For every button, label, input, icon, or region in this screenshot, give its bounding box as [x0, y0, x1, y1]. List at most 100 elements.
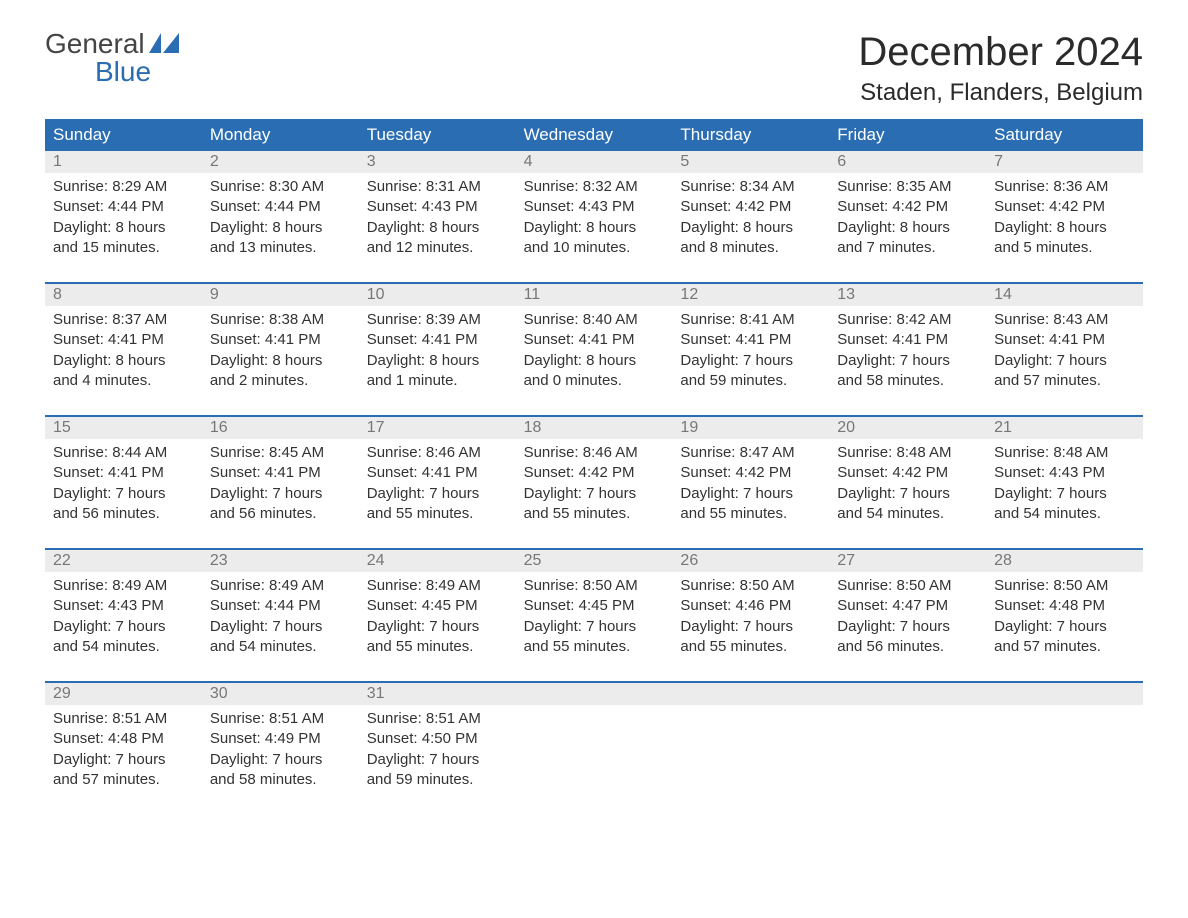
- day-cell: [986, 705, 1143, 814]
- day-cell: Sunrise: 8:45 AMSunset: 4:41 PMDaylight:…: [202, 439, 359, 548]
- day-number: 19: [672, 417, 829, 439]
- weekday-header: Tuesday: [359, 119, 516, 151]
- day-number: 28: [986, 550, 1143, 572]
- sunset-line: Sunset: 4:41 PM: [53, 463, 194, 483]
- day-cell: Sunrise: 8:50 AMSunset: 4:47 PMDaylight:…: [829, 572, 986, 681]
- sunrise-line: Sunrise: 8:34 AM: [680, 177, 821, 197]
- day-number: 8: [45, 284, 202, 306]
- daylight-line: Daylight: 7 hours and 54 minutes.: [53, 617, 194, 658]
- day-number: 2: [202, 151, 359, 173]
- daylight-line: Daylight: 8 hours and 10 minutes.: [524, 218, 665, 259]
- day-cell: Sunrise: 8:46 AMSunset: 4:42 PMDaylight:…: [516, 439, 673, 548]
- sunrise-line: Sunrise: 8:30 AM: [210, 177, 351, 197]
- sunrise-line: Sunrise: 8:49 AM: [53, 576, 194, 596]
- sunrise-line: Sunrise: 8:46 AM: [367, 443, 508, 463]
- logo-text-2: Blue: [45, 58, 179, 86]
- weekday-header: Monday: [202, 119, 359, 151]
- day-number: [672, 683, 829, 705]
- calendar-week: 891011121314Sunrise: 8:37 AMSunset: 4:41…: [45, 282, 1143, 415]
- daylight-line: Daylight: 7 hours and 55 minutes.: [524, 617, 665, 658]
- sunset-line: Sunset: 4:41 PM: [210, 463, 351, 483]
- day-number: 6: [829, 151, 986, 173]
- day-cell: Sunrise: 8:50 AMSunset: 4:46 PMDaylight:…: [672, 572, 829, 681]
- day-number: 15: [45, 417, 202, 439]
- sunset-line: Sunset: 4:49 PM: [210, 729, 351, 749]
- sunset-line: Sunset: 4:41 PM: [524, 330, 665, 350]
- daylight-line: Daylight: 7 hours and 56 minutes.: [837, 617, 978, 658]
- sunset-line: Sunset: 4:50 PM: [367, 729, 508, 749]
- daylight-line: Daylight: 8 hours and 0 minutes.: [524, 351, 665, 392]
- day-cell: Sunrise: 8:36 AMSunset: 4:42 PMDaylight:…: [986, 173, 1143, 282]
- logo: General Blue: [45, 30, 179, 86]
- day-cell: Sunrise: 8:48 AMSunset: 4:43 PMDaylight:…: [986, 439, 1143, 548]
- sunrise-line: Sunrise: 8:48 AM: [837, 443, 978, 463]
- day-number: 17: [359, 417, 516, 439]
- day-number: 24: [359, 550, 516, 572]
- daylight-line: Daylight: 7 hours and 57 minutes.: [994, 351, 1135, 392]
- sunset-line: Sunset: 4:47 PM: [837, 596, 978, 616]
- sunset-line: Sunset: 4:43 PM: [53, 596, 194, 616]
- daylight-line: Daylight: 7 hours and 58 minutes.: [210, 750, 351, 791]
- day-number: 23: [202, 550, 359, 572]
- day-cell: [672, 705, 829, 814]
- weekday-header: Sunday: [45, 119, 202, 151]
- sunrise-line: Sunrise: 8:51 AM: [210, 709, 351, 729]
- sunrise-line: Sunrise: 8:40 AM: [524, 310, 665, 330]
- calendar-week: 1234567Sunrise: 8:29 AMSunset: 4:44 PMDa…: [45, 151, 1143, 282]
- sunset-line: Sunset: 4:42 PM: [680, 463, 821, 483]
- day-cell: Sunrise: 8:31 AMSunset: 4:43 PMDaylight:…: [359, 173, 516, 282]
- day-cell: Sunrise: 8:49 AMSunset: 4:43 PMDaylight:…: [45, 572, 202, 681]
- sunrise-line: Sunrise: 8:39 AM: [367, 310, 508, 330]
- day-cell: Sunrise: 8:51 AMSunset: 4:48 PMDaylight:…: [45, 705, 202, 814]
- daylight-line: Daylight: 7 hours and 55 minutes.: [367, 484, 508, 525]
- sunrise-line: Sunrise: 8:50 AM: [994, 576, 1135, 596]
- daylight-line: Daylight: 7 hours and 56 minutes.: [210, 484, 351, 525]
- sunset-line: Sunset: 4:42 PM: [680, 197, 821, 217]
- sunrise-line: Sunrise: 8:51 AM: [53, 709, 194, 729]
- sunrise-line: Sunrise: 8:42 AM: [837, 310, 978, 330]
- sunset-line: Sunset: 4:41 PM: [837, 330, 978, 350]
- weekday-header: Friday: [829, 119, 986, 151]
- day-cell: Sunrise: 8:47 AMSunset: 4:42 PMDaylight:…: [672, 439, 829, 548]
- day-number: 21: [986, 417, 1143, 439]
- day-cell: [829, 705, 986, 814]
- daylight-line: Daylight: 8 hours and 1 minute.: [367, 351, 508, 392]
- sunrise-line: Sunrise: 8:48 AM: [994, 443, 1135, 463]
- day-number: 16: [202, 417, 359, 439]
- day-number: 10: [359, 284, 516, 306]
- daylight-line: Daylight: 7 hours and 56 minutes.: [53, 484, 194, 525]
- day-cell: Sunrise: 8:49 AMSunset: 4:44 PMDaylight:…: [202, 572, 359, 681]
- weekday-header-row: SundayMondayTuesdayWednesdayThursdayFrid…: [45, 119, 1143, 151]
- day-number: 3: [359, 151, 516, 173]
- sunrise-line: Sunrise: 8:50 AM: [680, 576, 821, 596]
- day-number: 25: [516, 550, 673, 572]
- day-number-row: 891011121314: [45, 284, 1143, 306]
- daylight-line: Daylight: 7 hours and 55 minutes.: [524, 484, 665, 525]
- day-cell: Sunrise: 8:44 AMSunset: 4:41 PMDaylight:…: [45, 439, 202, 548]
- sunset-line: Sunset: 4:41 PM: [994, 330, 1135, 350]
- day-number: [986, 683, 1143, 705]
- day-number: [829, 683, 986, 705]
- day-number: 4: [516, 151, 673, 173]
- sunset-line: Sunset: 4:44 PM: [210, 197, 351, 217]
- sunset-line: Sunset: 4:48 PM: [994, 596, 1135, 616]
- weekday-header: Thursday: [672, 119, 829, 151]
- day-cell: Sunrise: 8:42 AMSunset: 4:41 PMDaylight:…: [829, 306, 986, 415]
- day-cell: Sunrise: 8:35 AMSunset: 4:42 PMDaylight:…: [829, 173, 986, 282]
- sunset-line: Sunset: 4:44 PM: [53, 197, 194, 217]
- day-cell: Sunrise: 8:50 AMSunset: 4:48 PMDaylight:…: [986, 572, 1143, 681]
- sunset-line: Sunset: 4:42 PM: [524, 463, 665, 483]
- daylight-line: Daylight: 8 hours and 15 minutes.: [53, 218, 194, 259]
- sunset-line: Sunset: 4:41 PM: [210, 330, 351, 350]
- sunrise-line: Sunrise: 8:32 AM: [524, 177, 665, 197]
- day-cell: Sunrise: 8:34 AMSunset: 4:42 PMDaylight:…: [672, 173, 829, 282]
- sunrise-line: Sunrise: 8:49 AM: [210, 576, 351, 596]
- calendar: SundayMondayTuesdayWednesdayThursdayFrid…: [45, 119, 1143, 814]
- daylight-line: Daylight: 7 hours and 57 minutes.: [53, 750, 194, 791]
- daylight-line: Daylight: 8 hours and 13 minutes.: [210, 218, 351, 259]
- sunset-line: Sunset: 4:42 PM: [837, 463, 978, 483]
- day-number: 29: [45, 683, 202, 705]
- daylight-line: Daylight: 7 hours and 58 minutes.: [837, 351, 978, 392]
- day-cell: [516, 705, 673, 814]
- sunrise-line: Sunrise: 8:29 AM: [53, 177, 194, 197]
